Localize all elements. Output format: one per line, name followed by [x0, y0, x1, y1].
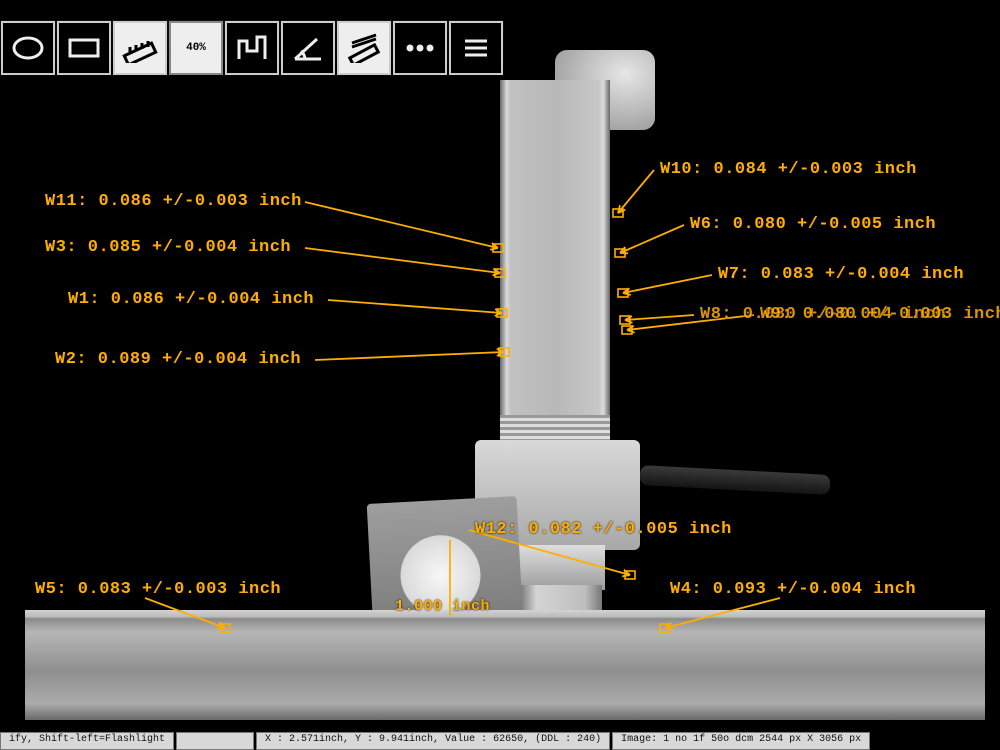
scale-marker-label: 1.000 inch: [395, 598, 490, 615]
measurement-w4[interactable]: W4: 0.093 +/-0.004 inch: [670, 580, 916, 599]
status-bar: ify, Shift-left=Flashlight X : 2.571inch…: [0, 732, 1000, 750]
list-tool[interactable]: [449, 21, 503, 75]
wall-measure-tool[interactable]: [337, 21, 391, 75]
measurement-w3[interactable]: W3: 0.085 +/-0.004 inch: [45, 238, 291, 257]
horizontal-pipe: [25, 610, 985, 720]
measurement-w9[interactable]: W9: 0.080 +/-0.003 inch: [760, 305, 1000, 324]
radiograph-viewport[interactable]: [0, 0, 1000, 750]
status-image: Image: 1 no 1f 50o dcm 2544 px X 3056 px: [612, 732, 870, 750]
status-spacer: [176, 732, 254, 750]
ruler-tool[interactable]: [113, 21, 167, 75]
measurement-w2[interactable]: W2: 0.089 +/-0.004 inch: [55, 350, 301, 369]
more-tool[interactable]: [393, 21, 447, 75]
status-hint: ify, Shift-left=Flashlight: [0, 732, 174, 750]
measurement-w6[interactable]: W6: 0.080 +/-0.005 inch: [690, 215, 936, 234]
profile-tool[interactable]: [225, 21, 279, 75]
measurement-w1[interactable]: W1: 0.086 +/-0.004 inch: [68, 290, 314, 309]
zoom-level[interactable]: 40%: [169, 21, 223, 75]
ellipse-tool[interactable]: [1, 21, 55, 75]
rectangle-tool[interactable]: [57, 21, 111, 75]
measurement-w7[interactable]: W7: 0.083 +/-0.004 inch: [718, 265, 964, 284]
valve-handle: [640, 465, 831, 495]
status-coords: X : 2.571inch, Y : 9.941inch, Value : 62…: [256, 732, 610, 750]
measurement-w10[interactable]: W10: 0.084 +/-0.003 inch: [660, 160, 917, 179]
measurement-w5[interactable]: W5: 0.083 +/-0.003 inch: [35, 580, 281, 599]
angle-tool[interactable]: [281, 21, 335, 75]
vertical-pipe: [500, 80, 610, 445]
measurement-w11[interactable]: W11: 0.086 +/-0.003 inch: [45, 192, 302, 211]
toolbar: 40%: [0, 20, 504, 75]
valve-nut: [515, 545, 605, 590]
measurement-w12[interactable]: W12: 0.082 +/-0.005 inch: [475, 520, 732, 539]
